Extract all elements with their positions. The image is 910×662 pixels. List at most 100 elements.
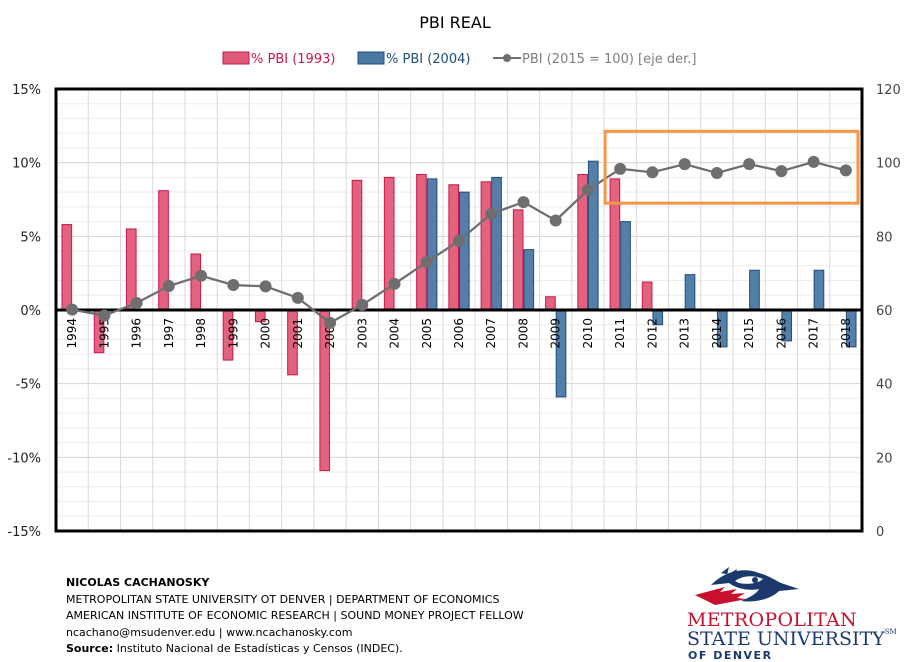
year-label: 2003 (355, 318, 369, 349)
point-pbi-index-1999 (227, 278, 240, 291)
year-label: 2018 (839, 318, 853, 349)
right-tick-label: 0 (876, 525, 884, 540)
point-pbi-index-2001 (291, 291, 304, 304)
year-label: 2014 (710, 318, 724, 349)
bar-pbi-2004-2015 (749, 269, 760, 311)
point-pbi-index-2008 (517, 196, 530, 209)
right-tick-label: 20 (876, 451, 893, 466)
left-tick-label: -15% (7, 525, 41, 540)
bar-pbi-2004-2017 (813, 269, 825, 311)
logo-text-metropolitan: METROPOLITAN (687, 609, 857, 631)
right-axis-tick-labels: 0 20 40 60 80 100 120 (876, 83, 901, 540)
year-label: 2010 (581, 318, 595, 349)
bar-pbi-2004-2011 (620, 221, 631, 311)
plot-frame (54, 87, 864, 533)
point-pbi-index-2012 (646, 166, 659, 179)
year-label: 2008 (516, 318, 530, 349)
legend: % PBI (1993) % PBI (2004) PBI (2015 = 100)… (222, 51, 696, 67)
year-label: 2006 (452, 318, 466, 349)
bar-pbi-1993-2012 (641, 281, 653, 311)
logo-text-state-university: STATE UNIVERSITYSM (687, 628, 897, 650)
year-label: 2015 (742, 318, 756, 349)
bar-pbi-1993-1997 (158, 190, 169, 311)
plot-border (54, 87, 864, 533)
point-pbi-index-2002 (324, 316, 337, 329)
year-label: 2009 (549, 318, 563, 349)
point-pbi-index-2011 (614, 162, 627, 175)
point-pbi-index-2003 (356, 298, 369, 311)
point-pbi-index-1996 (130, 297, 143, 310)
point-pbi-index-2015 (743, 158, 756, 171)
bar-pbi-1993-2005 (416, 173, 427, 311)
year-label: 2004 (388, 318, 402, 349)
bar-pbi-2004-2006 (459, 191, 470, 311)
legend-marker-pbi-index (503, 54, 511, 62)
point-pbi-index-2006 (453, 234, 465, 247)
bar-pbi-1993-1998 (190, 253, 202, 311)
year-label: 1996 (130, 318, 144, 349)
point-pbi-index-2004 (388, 277, 401, 290)
point-pbi-index-2007 (485, 207, 498, 220)
point-pbi-index-2013 (678, 158, 691, 171)
bar-pbi-2004-2008 (523, 249, 535, 311)
year-label: 2001 (291, 318, 305, 349)
point-pbi-index-2016 (775, 165, 788, 178)
point-pbi-index-1995 (98, 309, 111, 322)
right-tick-label: 40 (876, 378, 893, 393)
left-axis-tick-labels: -15% -10% -5% 0% 5% 10% 15% (7, 83, 41, 540)
point-pbi-index-1994 (66, 303, 79, 316)
right-tick-label: 80 (876, 230, 893, 245)
point-pbi-index-2009 (549, 214, 562, 227)
line-series (66, 155, 852, 329)
legend-label-pbi-index: PBI (2015 = 100) [eje der.] (522, 52, 696, 67)
legend-swatch-pbi-2004 (357, 51, 385, 65)
point-pbi-index-2014 (710, 166, 723, 179)
year-label: 2007 (484, 318, 498, 349)
right-tick-label: 100 (876, 157, 901, 172)
left-tick-label: -5% (16, 378, 41, 393)
right-tick-label: 120 (876, 83, 901, 98)
highlight-box (603, 129, 860, 205)
footer: NICOLAS CACHANOSKY METROPOLITAN STATE UN… (66, 575, 524, 658)
affiliation-line-1: METROPOLITAN STATE UNIVERSITY OT DENVER … (66, 592, 500, 606)
bar-pbi-1993-2009 (545, 296, 556, 311)
left-tick-label: 10% (12, 157, 41, 172)
year-label: 1998 (194, 318, 208, 349)
roadrunner-icon (695, 567, 799, 605)
bars (61, 160, 857, 472)
legend-swatch-pbi-1993 (222, 51, 250, 65)
author-name: NICOLAS CACHANOSKY (66, 576, 210, 589)
source-text: Instituto Nacional de Estadísticas y Cen… (113, 642, 403, 655)
year-label: 1999 (226, 318, 240, 349)
year-label: 2017 (807, 318, 821, 349)
left-tick-label: -10% (7, 451, 41, 466)
point-pbi-index-2005 (420, 256, 433, 269)
year-label: 1995 (97, 318, 111, 349)
point-pbi-index-1998 (195, 269, 208, 282)
left-tick-label: 15% (12, 83, 41, 98)
bar-pbi-1993-2011 (609, 178, 621, 311)
left-tick-label: 0% (20, 304, 41, 319)
year-label: 2013 (678, 318, 692, 349)
bar-pbi-1993-1994 (61, 224, 73, 311)
point-pbi-index-2018 (839, 164, 852, 177)
bar-pbi-2004-2013 (684, 274, 696, 311)
bar-pbi-2004-2007 (491, 176, 502, 311)
year-label: 1994 (65, 318, 79, 349)
year-label: 1997 (162, 318, 176, 349)
annotation (603, 129, 860, 205)
left-tick-label: 5% (20, 230, 41, 245)
year-label: 2016 (774, 318, 788, 349)
right-tick-label: 60 (876, 304, 893, 319)
bar-pbi-1993-2007 (480, 181, 492, 311)
point-pbi-index-2000 (259, 280, 272, 293)
point-pbi-index-2010 (581, 183, 594, 196)
point-pbi-index-2017 (807, 155, 820, 168)
contact-line: ncachano@msudenver.edu | www.ncachanosky… (66, 625, 353, 639)
x-tick-labels: 1994 1995 1996 1997 1998 1999 2000 2001 2002 2003… (65, 318, 853, 349)
year-label: 2005 (420, 318, 434, 349)
affiliation-line-2: AMERICAN INSTITUTE OF ECONOMIC RESEARCH … (66, 609, 524, 622)
source-label: Source: (66, 642, 114, 655)
logo-text-of-denver: OF DENVER (688, 649, 773, 662)
